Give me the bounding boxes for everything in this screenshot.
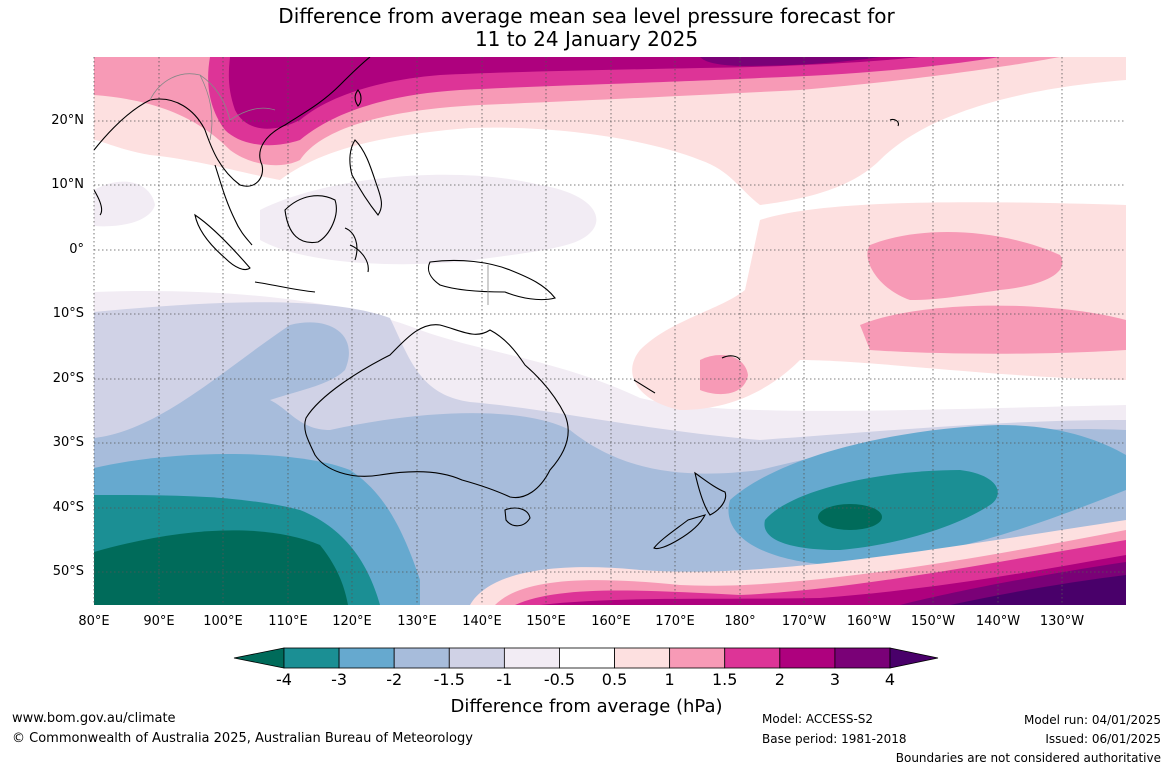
colorbar-tick-label: 0.5: [601, 670, 628, 689]
longitude-label: 160°E: [591, 614, 631, 629]
longitude-label: 80°E: [78, 614, 110, 629]
colorbar-tick-label: -2: [386, 670, 403, 689]
philippines-coastline: [349, 139, 382, 216]
longitude-label: 170°E: [655, 614, 695, 629]
latitude-label: 40°S: [52, 500, 84, 515]
longitude-label: 160°W: [846, 614, 892, 629]
sumatra-coastline: [194, 213, 251, 271]
longitude-label: 110°E: [268, 614, 308, 629]
latitude-label: 50°S: [52, 564, 84, 579]
longitude-label: 150°W: [910, 614, 956, 629]
new-zealand-north-island: [694, 471, 727, 516]
longitude-label: 180°: [724, 614, 756, 629]
colorbar-segment: [393, 647, 450, 669]
anomaly-band-plus-1-pacific-south: [860, 305, 1126, 354]
longitude-label: 90°E: [143, 614, 175, 629]
latitude-label: 0°: [69, 242, 84, 257]
longitude-label: 100°E: [203, 614, 243, 629]
india-coastline: [94, 189, 103, 216]
base-period-text: Base period: 1981-2018: [762, 732, 907, 746]
anomaly-band-minus-0-5-west: [94, 181, 155, 227]
graticule: [93, 57, 1126, 605]
copyright-text: © Commonwealth of Australia 2025, Austra…: [12, 731, 473, 746]
new-zealand-south-island: [653, 514, 707, 550]
colorbar-segment: [614, 647, 671, 669]
asia-borders: [149, 73, 276, 141]
taiwan-coastline: [354, 89, 362, 107]
colorbar-tick-label: -1: [496, 670, 513, 689]
latitude-label: 20°S: [52, 371, 84, 386]
colorbar-tick-label: -4: [276, 670, 292, 689]
longitude-label: 120°E: [332, 614, 372, 629]
colorbar-min-arrow: [233, 647, 285, 669]
longitude-label: 130°E: [397, 614, 437, 629]
mainland-asia-coastline: [94, 57, 371, 187]
issued-text: Issued: 06/01/2025: [1045, 732, 1161, 746]
anomaly-band-minus-0-5-equator: [260, 174, 597, 265]
new-guinea-coastline: [427, 259, 556, 301]
colorbar-tick-label: 1: [664, 670, 675, 689]
coastlines: [94, 57, 899, 550]
anomaly-band-plus-3-north: [700, 57, 880, 66]
colorbar: [233, 647, 939, 669]
colorbar-tick-label: 2: [774, 670, 785, 689]
longitude-label: 140°E: [462, 614, 502, 629]
colorbar-segment: [503, 647, 560, 669]
model-text: Model: ACCESS-S2: [762, 712, 874, 726]
australia-coastline: [304, 324, 569, 499]
colorbar-title: Difference from average (hPa): [450, 696, 723, 717]
hawaii-coastline: [889, 118, 899, 127]
anomaly-band-minus-4-east: [818, 504, 882, 530]
anomaly-fill-layer: [94, 57, 1126, 605]
disclaimer-text: Boundaries are not considered authoritat…: [895, 751, 1161, 765]
longitude-label: 150°E: [526, 614, 566, 629]
colorbar-tick-label: 3: [829, 670, 840, 689]
colorbar-tick-label: -1.5: [433, 670, 465, 689]
model-run-text: Model run: 04/01/2025: [1023, 713, 1161, 727]
anomaly-band-plus-2-north: [228, 57, 920, 129]
fiji-coastline: [633, 355, 741, 394]
colorbar-tick-label: -3: [331, 670, 348, 689]
website-text: www.bom.gov.au/climate: [12, 711, 176, 726]
map-title-line-2: 11 to 24 January 2025: [474, 27, 699, 51]
tasmania-coastline: [504, 507, 531, 527]
sulawesi-coastline: [344, 227, 369, 273]
anomaly-band-plus-1-pacific: [867, 232, 1063, 300]
latitude-label: 20°N: [51, 113, 84, 128]
longitude-label: 130°W: [1039, 614, 1085, 629]
anomaly-band-plus-4-south: [950, 575, 1126, 605]
colorbar-tick-label: 4: [884, 670, 896, 689]
colorbar-segment: [724, 647, 781, 669]
map-title-line-1: Difference from average mean sea level p…: [278, 4, 895, 28]
colorbar-segment: [779, 647, 836, 669]
latitude-label: 10°S: [52, 306, 84, 321]
java-coastline: [254, 281, 316, 293]
longitude-label: 170°W: [781, 614, 827, 629]
country-borders: [149, 73, 489, 305]
latitude-label: 10°N: [51, 177, 84, 192]
colorbar-segment: [448, 647, 505, 669]
borneo-coastline: [284, 195, 337, 244]
colorbar-tick-label: -0.5: [543, 670, 576, 689]
anomaly-band-minus-3-east: [764, 470, 998, 550]
colorbar-segment: [559, 647, 615, 669]
anomaly-band-minus-4: [94, 530, 348, 605]
longitude-label: 140°W: [975, 614, 1021, 629]
anomaly-band-plus-1-fiji: [700, 355, 748, 395]
colorbar-segment: [338, 647, 395, 669]
colorbar-segment: [283, 647, 340, 669]
colorbar-segment: [669, 647, 726, 669]
colorbar-tick-label: 1.5: [711, 670, 738, 689]
colorbar-max-arrow: [889, 647, 939, 669]
latitude-label: 30°S: [52, 435, 84, 450]
malay-peninsula-coastline: [214, 164, 253, 246]
colorbar-segment: [834, 647, 891, 669]
